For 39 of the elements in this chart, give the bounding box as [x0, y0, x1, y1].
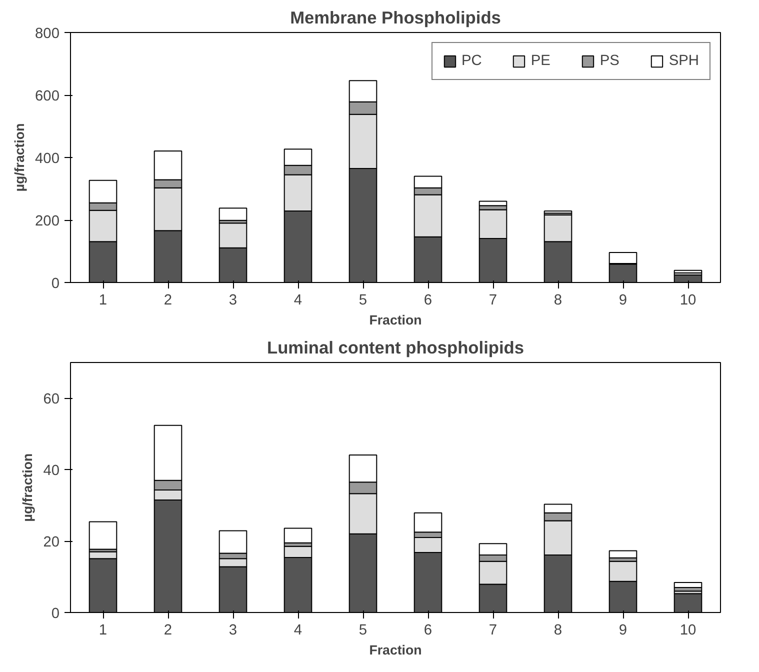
chart-title: Membrane Phospholipids	[290, 8, 501, 28]
y-tick-label: 400	[35, 151, 60, 167]
x-tick-label: 7	[488, 292, 498, 308]
y-axis-title: µg/fraction	[20, 453, 36, 522]
x-tick-label: 2	[164, 292, 172, 308]
x-tick-label: 1	[98, 622, 108, 638]
x-tick-label: 4	[294, 622, 302, 638]
x-tick-label: 6	[424, 622, 432, 638]
x-tick-label: 6	[424, 292, 432, 308]
x-tick-label: 9	[618, 292, 628, 308]
x-tick-label: 10	[680, 622, 696, 638]
y-axis-title: µg/fraction	[12, 123, 28, 192]
x-tick-label: 3	[228, 292, 238, 308]
chart-title: Luminal content phospholipids	[266, 338, 524, 358]
x-tick-label: 1	[98, 292, 108, 308]
legend-label: PS	[600, 53, 620, 69]
x-tick-label: 8	[554, 292, 562, 308]
legend-label: PC	[461, 53, 482, 69]
x-tick-label: 4	[294, 292, 302, 308]
x-tick-label: 3	[228, 622, 238, 638]
y-tick-label: 40	[43, 463, 60, 480]
y-tick-label: 800	[35, 26, 60, 42]
x-tick-label: 5	[358, 622, 368, 638]
y-tick-label: 0	[51, 276, 60, 292]
y-tick-label: 20	[43, 534, 60, 551]
y-tick-label: 60	[43, 392, 60, 408]
legend-label: PE	[530, 53, 551, 69]
legend-label: SPH	[668, 53, 699, 69]
x-tick-label: 9	[618, 622, 628, 638]
x-tick-label: 10	[680, 292, 696, 308]
x-axis-title: Fraction	[369, 312, 422, 328]
x-tick-label: 7	[488, 622, 498, 638]
x-tick-label: 5	[358, 292, 368, 308]
y-tick-label: 600	[35, 88, 60, 104]
x-tick-label: 8	[554, 622, 562, 638]
y-tick-label: 0	[51, 606, 60, 622]
x-tick-label: 2	[164, 622, 172, 638]
y-tick-label: 200	[35, 214, 60, 230]
x-axis-title: Fraction	[369, 642, 422, 658]
